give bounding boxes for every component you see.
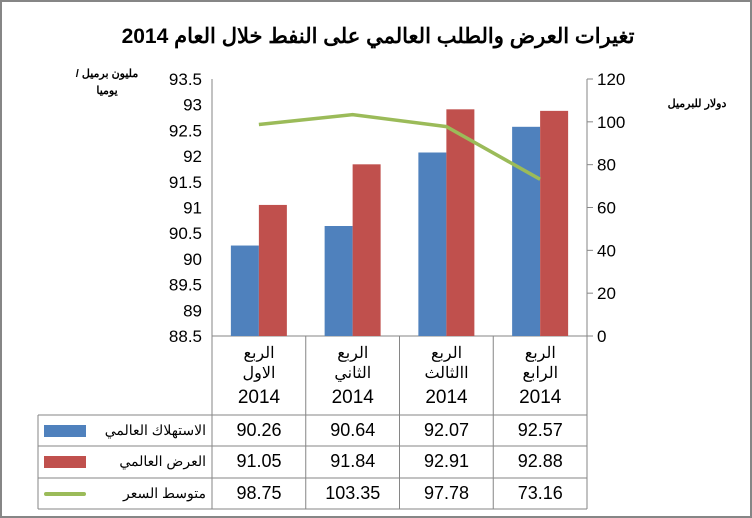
legend-entry: الاستهلاك العالمي: [38, 415, 212, 446]
category-line2: االثالث: [424, 365, 469, 382]
legend-entry: متوسط السعر: [38, 478, 212, 509]
category-label: الربع االثالث 2014: [400, 344, 494, 408]
bar-consumption: [230, 245, 259, 336]
left-tick-label: 89: [183, 301, 202, 320]
category-line1: الربع: [430, 345, 463, 362]
legend-line-swatch: [44, 491, 86, 496]
legend-entry: العرض العالمي: [38, 446, 212, 477]
data-table-cell: 92.07: [423, 420, 470, 440]
bar-consumption: [418, 152, 447, 336]
bar-supply: [352, 164, 381, 336]
category-line2: الرابع: [522, 365, 559, 382]
legend-label: متوسط السعر: [123, 485, 206, 501]
category-line2: الثاني: [334, 365, 372, 382]
left-axis-label: مليون برميل /يوميا: [75, 68, 139, 97]
category-year: 2014: [331, 387, 374, 408]
data-table-cell: 98.75: [236, 483, 282, 503]
data-table-cell: 73.16: [517, 483, 563, 503]
category-line1: الربع: [337, 345, 369, 362]
category-label: الربع الاول 2014: [212, 344, 306, 408]
right-axis-label: دولار للبرميل: [667, 98, 727, 110]
data-table-cell: 103.35: [325, 483, 381, 503]
data-table-cell: 90.26: [236, 420, 282, 440]
left-tick-label: 91.5: [169, 173, 202, 192]
category-year: 2014: [425, 387, 468, 408]
chart-title: تغيرات العرض والطلب العالمي على النفط خل…: [121, 25, 635, 48]
data-table-cell: 92.57: [517, 420, 563, 440]
right-tick-label: 80: [597, 156, 616, 175]
category-year: 2014: [519, 387, 562, 408]
right-tick-label: 40: [597, 241, 616, 260]
legend-label: الاستهلاك العالمي: [104, 422, 206, 438]
category-line2: الاول: [242, 365, 276, 382]
bar-supply: [446, 109, 475, 337]
left-tick-label: 88.5: [169, 327, 202, 346]
bar-consumption: [324, 226, 353, 336]
bar-supply: [258, 204, 287, 336]
legend-swatch: [44, 424, 86, 437]
right-tick-label: 60: [597, 199, 616, 218]
category-label: الربع الثاني 2014: [306, 344, 400, 408]
right-tick-label: 20: [597, 284, 616, 303]
data-table-cell: 91.84: [330, 451, 376, 471]
price-line: [258, 112, 541, 181]
bar-supply: [540, 110, 569, 336]
legend-swatch: [44, 455, 86, 468]
left-tick-label: 91: [183, 199, 202, 218]
left-tick-label: 90: [183, 250, 202, 269]
bar-consumption: [512, 126, 541, 336]
data-table-cell: 90.64: [330, 420, 376, 440]
data-table-cell: 92.88: [517, 451, 563, 471]
left-tick-label: 93: [183, 96, 202, 115]
left-tick-label: 92: [183, 147, 202, 166]
left-tick-label: 93.5: [169, 70, 202, 89]
right-tick-label: 100: [597, 113, 625, 132]
left-tick-label: 92.5: [169, 121, 202, 140]
category-line1: الربع: [243, 345, 275, 362]
left-tick-label: 90.5: [169, 224, 202, 243]
right-tick-label: 120: [597, 70, 625, 89]
right-tick-label: 0: [597, 327, 606, 346]
category-line1: الربع: [524, 345, 556, 362]
legend-label: العرض العالمي: [119, 453, 206, 469]
left-tick-label: 89.5: [169, 276, 202, 295]
data-table-cell: 97.78: [423, 483, 470, 503]
data-table-cell: 91.05: [236, 451, 282, 471]
category-year: 2014: [237, 387, 281, 408]
category-label: الربع الرابع 2014: [493, 344, 587, 408]
data-table-cell: 92.91: [423, 451, 470, 471]
